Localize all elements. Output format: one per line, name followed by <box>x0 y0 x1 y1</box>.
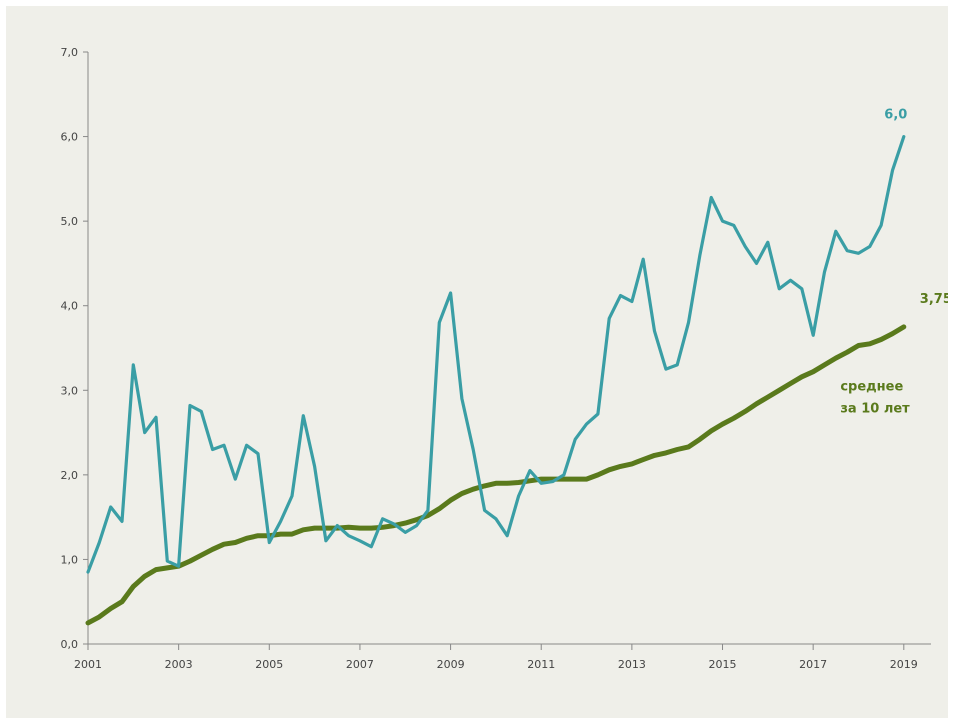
x-tick-label: 2001 <box>74 658 102 671</box>
y-tick-label: 1,0 <box>61 553 79 566</box>
y-tick-label: 5,0 <box>61 215 79 228</box>
x-tick-label: 2015 <box>709 658 737 671</box>
series-1-line <box>86 135 906 574</box>
annotations: 6,0 3,75 среднее за 10 лет <box>840 108 948 417</box>
y-tick-label: 3,0 <box>61 384 79 397</box>
x-tick-label: 2011 <box>527 658 555 671</box>
series-lines <box>85 135 907 626</box>
y-tick-label: 2,0 <box>61 469 79 482</box>
x-tick-label: 2017 <box>799 658 827 671</box>
x-tick-label: 2007 <box>346 658 374 671</box>
y-tick-label: 7,0 <box>61 46 79 59</box>
end-value-label-1: 6,0 <box>884 108 907 123</box>
end-value-label-2: 3,75 <box>920 292 948 307</box>
series-2-label: среднее за 10 лет <box>840 379 910 416</box>
axes: 0,0 1,0 2,0 3,0 4,0 5,0 6,0 7,0 2001 2003 2005 2007… <box>61 46 931 671</box>
series-2-line <box>85 324 907 626</box>
y-tick-label: 0,0 <box>61 638 79 651</box>
chart-panel: 0,0 1,0 2,0 3,0 4,0 5,0 6,0 7,0 2001 2003 2005 2007… <box>6 6 948 718</box>
x-tick-label: 2019 <box>890 658 918 671</box>
x-tick-label: 2003 <box>165 658 193 671</box>
y-tick-label: 4,0 <box>61 300 79 313</box>
x-tick-label: 2013 <box>618 658 646 671</box>
y-tick-label: 6,0 <box>61 131 79 144</box>
line-chart: 0,0 1,0 2,0 3,0 4,0 5,0 6,0 7,0 2001 2003 2005 2007… <box>61 46 949 671</box>
x-tick-label: 2009 <box>437 658 465 671</box>
x-tick-label: 2005 <box>255 658 283 671</box>
